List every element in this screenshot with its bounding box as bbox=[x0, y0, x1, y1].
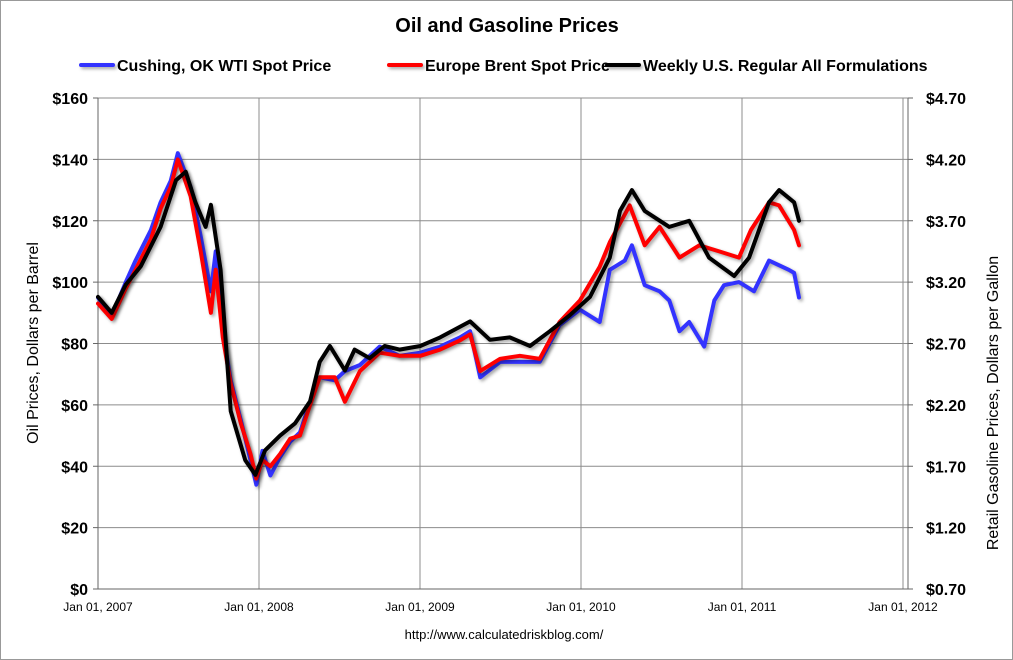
series-line-0 bbox=[96, 151, 801, 487]
y-axis-label: Oil Prices, Dollars per Barrel bbox=[25, 242, 42, 444]
y2-tick-label: $2.70 bbox=[926, 337, 966, 354]
y2-tick-label: $3.20 bbox=[926, 275, 966, 292]
y2-tick-label: $4.70 bbox=[926, 91, 966, 108]
x-tick-label: Jan 01, 2010 bbox=[546, 600, 616, 614]
y2-tick-label: $2.20 bbox=[926, 398, 966, 415]
axes: $0 $0.70 $20 $1.20 $40 $1.70 $60 $2.20 $80 $2.70 $… bbox=[52, 91, 966, 614]
legend-label: Cushing, OK WTI Spot Price bbox=[117, 58, 331, 75]
y-tick-label: $60 bbox=[61, 398, 88, 415]
y-tick-label: $80 bbox=[61, 337, 88, 354]
y-tick-label: $0 bbox=[70, 582, 88, 599]
y2-tick-label: $0.70 bbox=[926, 582, 966, 599]
legend-label: Europe Brent Spot Price bbox=[425, 58, 610, 75]
series-lines bbox=[96, 151, 801, 487]
y-tick-label: $160 bbox=[52, 91, 88, 108]
x-tick-label: Jan 01, 2011 bbox=[708, 600, 777, 614]
y2-tick-label: $1.70 bbox=[926, 459, 966, 476]
y2-tick-label: $1.20 bbox=[926, 521, 966, 538]
x-tick-label: Jan 01, 2007 bbox=[63, 600, 133, 614]
source-url: http://www.calculatedriskblog.com/ bbox=[405, 627, 604, 642]
y2-tick-label: $3.70 bbox=[926, 214, 966, 231]
legend: Cushing, OK WTI Spot Price Europe Brent S… bbox=[79, 58, 928, 75]
grid bbox=[97, 97, 908, 590]
y-tick-label: $100 bbox=[52, 275, 88, 292]
y-tick-label: $120 bbox=[52, 214, 88, 231]
y-tick-label: $40 bbox=[61, 459, 88, 476]
chart-title: Oil and Gasoline Prices bbox=[395, 15, 618, 37]
x-tick-label: Jan 01, 2008 bbox=[224, 600, 294, 614]
y2-axis-label: Retail Gasoline Prices, Dollars per Gall… bbox=[985, 256, 1002, 550]
x-tick-label: Jan 01, 2009 bbox=[385, 600, 455, 614]
series-line-1 bbox=[96, 157, 801, 481]
x-tick-label: Jan 01, 2012 bbox=[868, 600, 938, 614]
series-line-2 bbox=[96, 169, 801, 477]
y-tick-label: $140 bbox=[52, 152, 88, 169]
legend-label: Weekly U.S. Regular All Formulations bbox=[643, 58, 928, 75]
y-tick-label: $20 bbox=[61, 521, 88, 538]
y2-tick-label: $4.20 bbox=[926, 152, 966, 169]
